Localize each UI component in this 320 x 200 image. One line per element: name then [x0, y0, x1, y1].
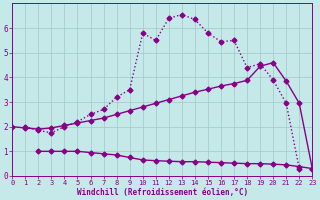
X-axis label: Windchill (Refroidissement éolien,°C): Windchill (Refroidissement éolien,°C): [77, 188, 248, 197]
